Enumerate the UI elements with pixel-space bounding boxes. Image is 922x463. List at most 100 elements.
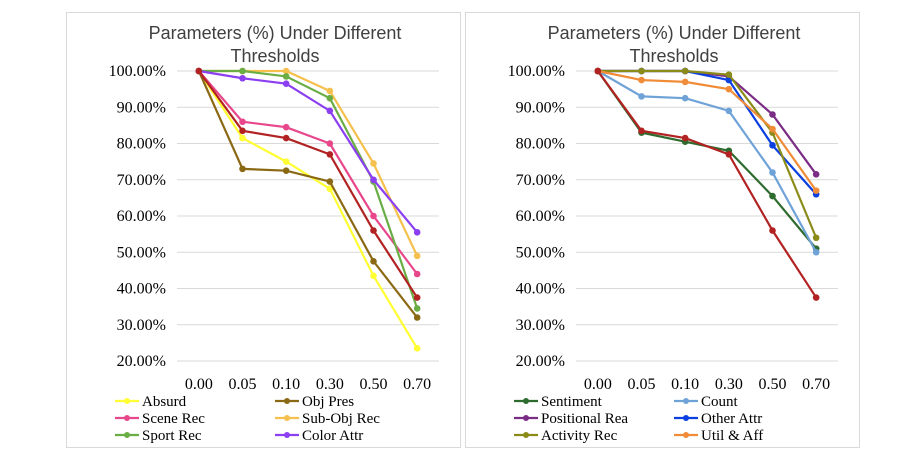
data-point [326,87,334,95]
legend-marker [284,398,290,404]
legend-label: Util & Aff [701,428,763,444]
data-point [638,67,645,75]
series-line [197,70,419,319]
data-point [681,67,689,75]
data-point [370,272,377,280]
chart-title: Parameters (%) Under Different Thresholds [548,23,801,66]
legend-marker [683,432,689,438]
data-point [638,127,645,135]
y-tick-label: 30.00% [516,317,565,334]
data-point [769,125,776,133]
x-tick-label: 0.00 [185,376,213,393]
series-line [597,70,818,253]
x-tick-label: 0.50 [759,376,787,393]
line-chart-right: Parameters (%) Under Different Thresholds… [508,23,838,444]
x-tick-label: 0.05 [229,376,257,393]
data-point [326,178,334,185]
data-point [769,227,776,234]
y-tick-label: 90.00% [117,99,166,116]
series-line [197,70,419,299]
data-point [725,151,733,158]
data-point [370,227,377,234]
legend-label: Obj Pres [302,394,354,410]
data-point [725,107,733,115]
data-point [370,160,377,167]
legend-marker [523,398,529,404]
legend-label: Sport Rec [142,428,202,444]
data-point [239,74,246,82]
series-line [198,69,419,257]
data-point [413,305,421,312]
y-tick-label: 50.00% [117,244,166,261]
legend-label: Positional Rea [541,411,628,427]
data-point [195,67,203,75]
data-point [239,67,246,75]
data-point [638,76,645,84]
x-tick-label: 0.05 [628,376,656,393]
data-point [239,165,246,173]
data-point [638,93,645,100]
data-point [725,71,733,78]
legend-marker [124,415,130,421]
y-tick-label: 20.00% [117,353,166,370]
data-point [812,248,820,256]
legend-label: Absurd [142,394,187,410]
y-tick-label: 40.00% [516,281,565,298]
x-tick-label: 0.30 [316,376,344,393]
data-point [326,140,334,147]
data-point [769,169,776,176]
legend-marker [683,398,689,404]
data-point [413,270,421,278]
data-point [326,94,334,102]
data-point [282,73,290,80]
y-tick-label: 80.00% [516,136,565,153]
data-point [413,314,421,321]
x-tick-label: 0.50 [360,376,388,393]
data-point [282,123,290,131]
data-point [812,234,820,242]
series-line [197,70,419,349]
data-point [681,94,689,102]
y-tick-label: 50.00% [516,244,565,261]
data-point [282,80,290,87]
data-point [769,111,776,118]
x-tick-label: 0.70 [802,376,830,393]
y-tick-label: 30.00% [117,317,166,334]
series-line [597,69,818,239]
chart-panel-left: Parameters (%) Under Different Thresholds… [66,12,461,448]
data-point [326,107,334,115]
legend-marker [523,432,529,438]
chart-title: Parameters (%) Under Different Thresholds [149,23,402,66]
legend-marker [523,415,529,421]
legend-label: Scene Rec [142,411,205,427]
x-tick-label: 0.00 [584,376,612,393]
legend-marker [284,432,290,438]
data-point [413,345,421,352]
y-tick-label: 40.00% [117,281,166,298]
data-point [370,176,377,184]
data-point [769,192,776,200]
data-point [413,229,421,236]
data-point [370,212,377,220]
x-tick-label: 0.10 [671,376,699,393]
data-point [282,167,290,174]
data-point [681,78,689,86]
data-point [812,187,820,194]
y-tick-label: 60.00% [117,208,166,225]
data-point [239,134,246,142]
y-tick-label: 60.00% [516,208,565,225]
data-point [725,85,733,93]
series-line [198,69,419,234]
series-line [197,70,419,275]
data-point [326,185,334,193]
chart-panel-right: Parameters (%) Under Different Thresholds… [465,12,860,448]
legend-label: Sentiment [541,394,603,410]
data-point [239,118,246,126]
data-point [282,67,290,75]
x-tick-label: 0.30 [715,376,743,393]
legend-label: Other Attr [701,411,762,427]
data-point [769,142,776,149]
y-tick-label: 100.00% [508,63,565,80]
legend-label: Color Attr [302,428,363,444]
x-tick-label: 0.70 [403,376,431,393]
